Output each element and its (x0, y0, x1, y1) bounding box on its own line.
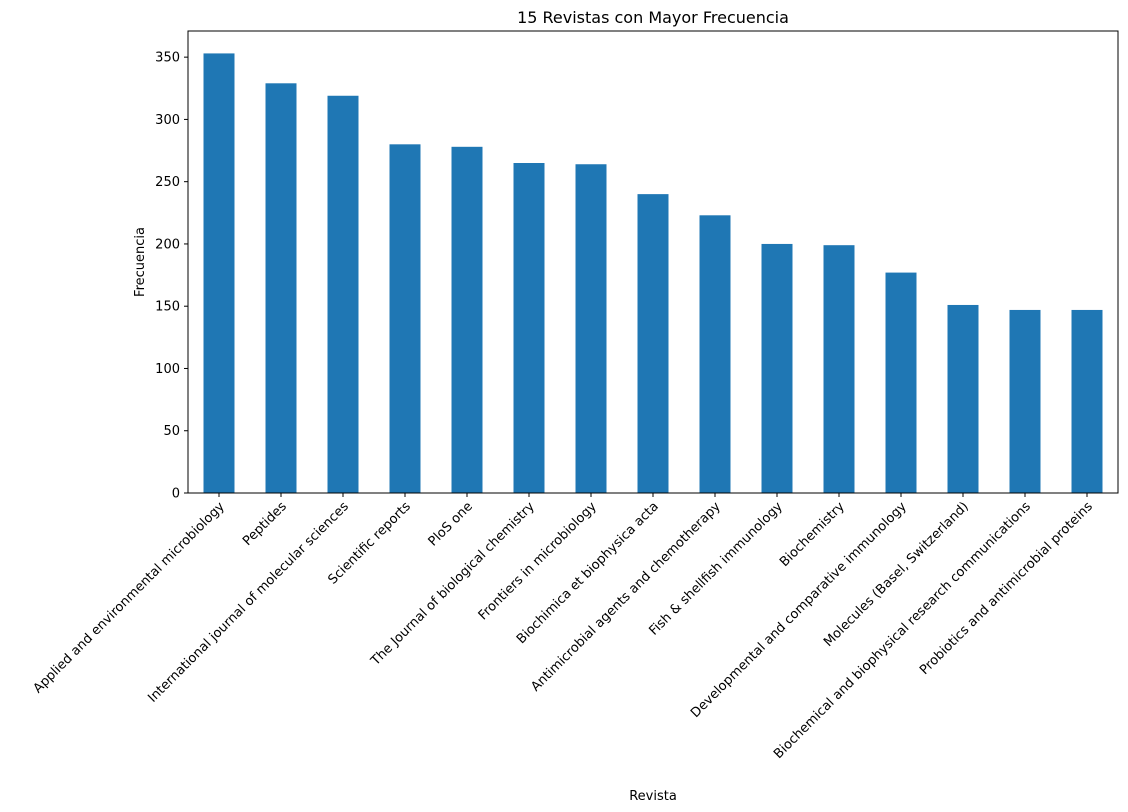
x-tick-label: Fish & shellfish immunology (647, 499, 787, 639)
x-tick-label: Applied and environmental microbiology (31, 499, 228, 696)
bar (389, 144, 421, 494)
chart-title: 15 Revistas con Mayor Frecuencia (517, 8, 789, 27)
bar (513, 163, 545, 493)
bar (947, 304, 979, 493)
bar (575, 164, 607, 493)
y-tick-label: 200 (155, 237, 180, 252)
y-tick-label: 300 (155, 113, 180, 128)
bar (637, 194, 669, 493)
bar (761, 243, 793, 493)
bar (265, 83, 297, 494)
bar (451, 146, 483, 493)
bar (203, 53, 235, 493)
y-axis-label: Frecuencia (133, 227, 148, 297)
x-tick-label: Developmental and comparative immunology (688, 499, 910, 721)
x-tick-label: Biochemistry (777, 499, 848, 570)
x-tick-label: PloS one (426, 499, 476, 549)
y-tick-label: 350 (155, 51, 180, 66)
y-tick-label: 0 (172, 487, 180, 502)
plot-frame (187, 30, 1119, 494)
x-axis-label: Revista (629, 789, 677, 804)
x-tick-label: Peptides (240, 499, 290, 549)
bar (699, 215, 731, 493)
x-tick-label: Frontiers in microbiology (476, 499, 600, 623)
bar (327, 95, 359, 494)
bar (1071, 309, 1103, 493)
y-tick-label: 150 (155, 300, 180, 315)
y-tick-label: 50 (163, 424, 180, 439)
bar (1009, 309, 1041, 493)
y-tick-label: 100 (155, 362, 180, 377)
bar (885, 272, 917, 493)
y-tick-label: 250 (155, 175, 180, 190)
bar (823, 245, 855, 493)
